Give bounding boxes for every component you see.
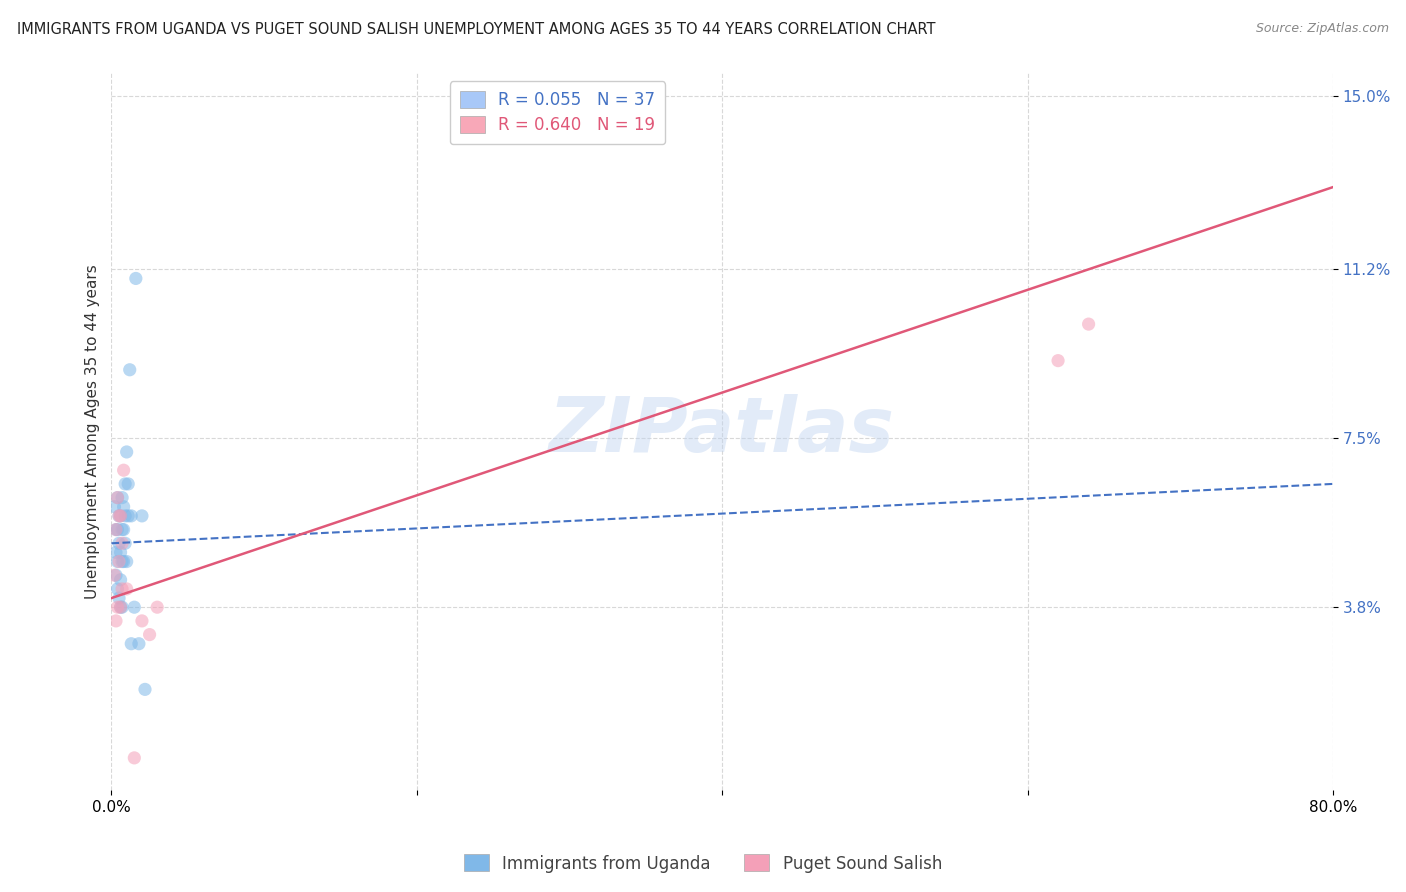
Point: [104, 545, 127, 559]
Point: [1047, 353, 1070, 368]
Point: [108, 508, 131, 523]
Point: [112, 555, 135, 569]
Point: [112, 523, 135, 537]
Point: [107, 523, 129, 537]
Point: [1077, 317, 1099, 331]
Point: [117, 508, 139, 523]
Point: [118, 363, 141, 377]
Point: [107, 555, 129, 569]
Point: [120, 637, 142, 651]
Text: ZIPatlas: ZIPatlas: [550, 394, 896, 468]
Point: [110, 600, 132, 615]
Point: [110, 600, 132, 615]
Point: [111, 600, 134, 615]
Point: [112, 463, 135, 477]
Point: [124, 751, 146, 765]
Text: Source: ZipAtlas.com: Source: ZipAtlas.com: [1256, 22, 1389, 36]
Y-axis label: Unemployment Among Ages 35 to 44 years: Unemployment Among Ages 35 to 44 years: [86, 264, 100, 599]
Text: IMMIGRANTS FROM UGANDA VS PUGET SOUND SALISH UNEMPLOYMENT AMONG AGES 35 TO 44 YE: IMMIGRANTS FROM UGANDA VS PUGET SOUND SA…: [17, 22, 935, 37]
Point: [108, 555, 131, 569]
Point: [112, 500, 135, 514]
Point: [114, 477, 136, 491]
Point: [108, 591, 131, 605]
Point: [103, 500, 125, 514]
Point: [104, 568, 127, 582]
Point: [108, 508, 131, 523]
Point: [104, 523, 127, 537]
Point: [111, 536, 134, 550]
Point: [114, 536, 136, 550]
Point: [120, 508, 142, 523]
Point: [108, 536, 131, 550]
Point: [110, 508, 132, 523]
Point: [103, 568, 125, 582]
Point: [110, 573, 132, 587]
Point: [115, 445, 138, 459]
Point: [107, 582, 129, 596]
Point: [131, 614, 153, 628]
Legend: Immigrants from Uganda, Puget Sound Salish: Immigrants from Uganda, Puget Sound Sali…: [457, 847, 949, 880]
Point: [104, 614, 127, 628]
Point: [110, 545, 132, 559]
Point: [107, 491, 129, 505]
Point: [104, 523, 127, 537]
Point: [111, 523, 134, 537]
Point: [110, 508, 132, 523]
Point: [134, 682, 156, 697]
Point: [107, 600, 129, 615]
Point: [115, 582, 138, 596]
Point: [111, 582, 134, 596]
Point: [125, 271, 148, 285]
Point: [115, 555, 138, 569]
Point: [107, 491, 129, 505]
Point: [114, 508, 136, 523]
Point: [124, 600, 146, 615]
Legend: R = 0.055   N = 37, R = 0.640   N = 19: R = 0.055 N = 37, R = 0.640 N = 19: [450, 81, 665, 145]
Point: [146, 600, 169, 615]
Point: [117, 477, 139, 491]
Point: [128, 637, 150, 651]
Point: [131, 508, 153, 523]
Point: [138, 627, 160, 641]
Point: [111, 555, 134, 569]
Point: [111, 491, 134, 505]
